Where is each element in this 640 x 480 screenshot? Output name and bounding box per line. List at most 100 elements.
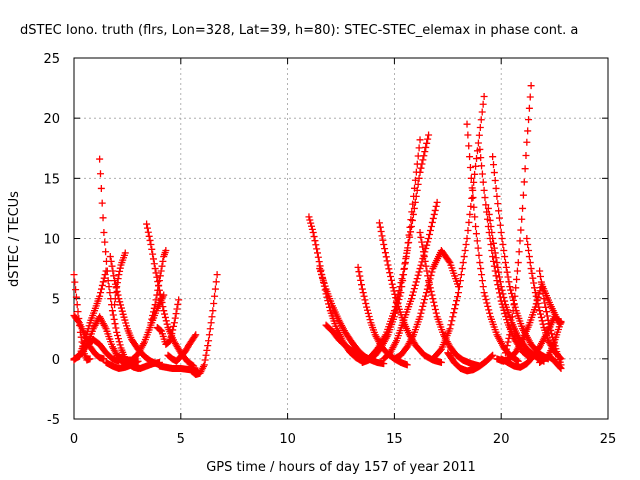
- data-point: [425, 280, 433, 288]
- data-point: [538, 317, 546, 325]
- data-point: [156, 272, 164, 280]
- data-point: [172, 310, 180, 318]
- data-point: [462, 241, 470, 249]
- data-point: [472, 222, 480, 230]
- data-point: [491, 249, 499, 257]
- data-point: [504, 273, 512, 281]
- y-axis-label: dSTEC / TECUs: [7, 191, 22, 287]
- data-point: [532, 292, 540, 300]
- data-point: [517, 226, 525, 234]
- data-point: [150, 260, 158, 268]
- data-point: [488, 352, 496, 360]
- data-point: [422, 292, 430, 300]
- data-point: [426, 284, 434, 292]
- x-tick-label: 0: [70, 432, 78, 447]
- data-point: [427, 287, 435, 295]
- data-point: [72, 293, 80, 301]
- data-point: [71, 278, 79, 286]
- data-point: [315, 258, 323, 266]
- data-point: [529, 274, 537, 282]
- data-point: [148, 315, 156, 323]
- data-point: [96, 170, 104, 178]
- data-point: [489, 235, 497, 242]
- data-point: [428, 218, 436, 226]
- data-point: [413, 275, 421, 283]
- data-point: [99, 278, 107, 286]
- data-point: [477, 265, 485, 273]
- data-point: [168, 330, 176, 338]
- data-point: [355, 268, 363, 276]
- data-point: [512, 284, 520, 292]
- data-point: [464, 226, 472, 234]
- data-point: [311, 237, 319, 245]
- data-point: [541, 299, 549, 307]
- data-point: [492, 272, 500, 280]
- data-point: [494, 263, 502, 271]
- data-point: [158, 299, 166, 307]
- data-point: [166, 337, 174, 345]
- data-point: [498, 235, 506, 242]
- data-point: [432, 309, 440, 317]
- data-point: [117, 301, 125, 309]
- data-point: [502, 345, 510, 353]
- data-point: [424, 135, 432, 143]
- data-point: [396, 283, 404, 291]
- data-point: [203, 346, 211, 354]
- data-point: [457, 271, 465, 279]
- data-point: [471, 170, 479, 178]
- chart-title: dSTEC Iono. truth (flrs, Lon=328, Lat=39…: [20, 23, 578, 38]
- data-point: [510, 301, 518, 309]
- data-point: [112, 324, 120, 332]
- data-point: [428, 291, 436, 299]
- data-point: [500, 247, 508, 255]
- data-point: [474, 244, 482, 252]
- data-point: [108, 307, 116, 315]
- data-point: [111, 320, 119, 328]
- data-point: [401, 260, 409, 268]
- data-point: [162, 247, 170, 255]
- data-point: [490, 161, 498, 169]
- data-point: [149, 312, 157, 320]
- data-point: [525, 116, 533, 124]
- data-point: [502, 263, 510, 271]
- data-point: [365, 312, 373, 320]
- data-point: [206, 325, 214, 333]
- data-point: [507, 286, 515, 294]
- data-point: [375, 219, 383, 227]
- data-point: [101, 238, 109, 246]
- data-point: [468, 184, 476, 192]
- data-point: [503, 342, 511, 350]
- data-point: [407, 228, 415, 236]
- x-tick-label: 25: [600, 432, 617, 447]
- y-tick-label: 15: [43, 172, 60, 187]
- x-tick-label: 5: [177, 432, 185, 447]
- data-point: [469, 194, 477, 202]
- data-point: [507, 325, 515, 333]
- data-point: [148, 245, 156, 253]
- data-point: [208, 313, 216, 321]
- data-point: [499, 241, 507, 249]
- data-point: [481, 194, 489, 202]
- data-point: [385, 265, 393, 273]
- data-point: [494, 200, 502, 208]
- data-point: [460, 253, 468, 261]
- data-point: [503, 268, 511, 276]
- data-point: [493, 277, 501, 285]
- data-point: [416, 136, 424, 144]
- data-point: [531, 284, 539, 292]
- data-point: [155, 277, 163, 285]
- data-point: [542, 303, 550, 311]
- data-point: [528, 269, 536, 277]
- data-point: [422, 262, 430, 270]
- data-point: [423, 267, 431, 275]
- data-point: [495, 214, 503, 222]
- data-point: [521, 165, 529, 173]
- data-point: [73, 301, 81, 309]
- data-point: [419, 302, 427, 310]
- data-point: [493, 259, 501, 267]
- data-point: [149, 250, 157, 258]
- data-point: [111, 295, 119, 303]
- data-point: [202, 351, 210, 359]
- data-point: [200, 361, 208, 369]
- data-point: [404, 244, 412, 252]
